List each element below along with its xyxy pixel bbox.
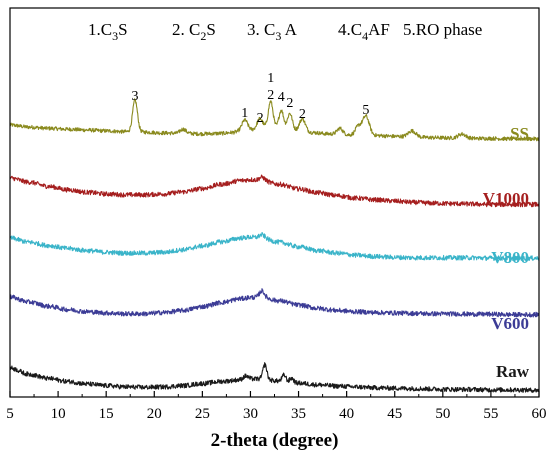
phase-legend-item: 2. C2S <box>172 20 216 43</box>
series-layer: SS V1000 V800 V600 Raw <box>9 98 540 394</box>
x-axis: 5 10 15 20 25 30 35 40 45 50 55 60 <box>6 7 547 422</box>
phase-legend-item: 4.C4AF <box>338 20 390 43</box>
plot-frame <box>9 7 540 398</box>
x-tick-label: 5 <box>6 406 14 422</box>
x-tick-label: 15 <box>99 406 114 422</box>
series-label-v600: V600 <box>491 314 529 333</box>
x-tick-label: 10 <box>51 406 66 422</box>
series-line-v1000 <box>9 174 540 208</box>
phase-legend-item: 3. C3 A <box>247 20 298 43</box>
peak-label: 3 <box>132 89 139 104</box>
x-tick-label: 55 <box>483 406 498 422</box>
series-label-v800: V800 <box>491 248 529 267</box>
x-tick-label: 25 <box>195 406 210 422</box>
x-tick-label: 60 <box>532 406 547 422</box>
peak-label: 2 <box>299 107 306 122</box>
x-tick-label: 30 <box>243 406 258 422</box>
x-tick-label: 40 <box>339 406 354 422</box>
peak-label: 5 <box>362 103 369 118</box>
peak-label: 2 <box>267 88 274 103</box>
x-tick-label: 20 <box>147 406 162 422</box>
phase-legend-item: 5.RO phase <box>403 20 482 39</box>
x-tick-label: 45 <box>387 406 402 422</box>
series-line-raw <box>9 362 540 394</box>
peak-label: 1 <box>241 106 248 121</box>
series-line-ss <box>9 98 540 142</box>
peak-label-layer: 31 212 4 22 5 <box>132 71 370 126</box>
series-label-raw: Raw <box>496 362 530 381</box>
phase-legend: 1.C3S 2. C2S 3. C3 A 4.C4AF 5.RO phase <box>88 20 482 43</box>
peak-label: 1 <box>267 71 274 86</box>
x-tick-label: 35 <box>291 406 306 422</box>
peak-label: 4 <box>278 90 285 105</box>
series-label-ss: SS <box>510 124 529 143</box>
series-label-v1000: V1000 <box>483 189 529 208</box>
series-line-v600 <box>9 288 540 318</box>
x-tick-label: 50 <box>435 406 450 422</box>
series-line-v800 <box>9 232 540 261</box>
x-axis-title: 2-theta (degree) <box>211 430 339 451</box>
phase-legend-item: 1.C3S <box>88 20 128 43</box>
peak-label: 2 <box>257 111 264 126</box>
peak-label: 2 <box>286 96 293 111</box>
